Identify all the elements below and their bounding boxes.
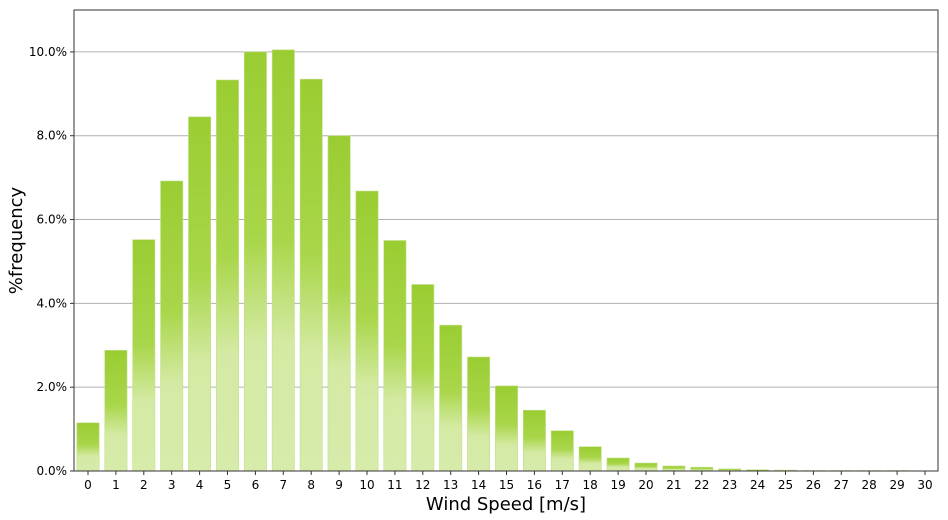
y-tick-label: 2.0%: [37, 380, 68, 394]
x-tick-label: 7: [279, 478, 287, 492]
x-tick-label: 8: [307, 478, 315, 492]
bar-20: [634, 462, 658, 472]
x-tick-label: 26: [806, 478, 821, 492]
bar-19: [606, 457, 630, 472]
bar-6: [243, 51, 267, 472]
x-tick-label: 20: [638, 478, 653, 492]
y-tick-label: 4.0%: [37, 296, 68, 310]
bar-9: [327, 135, 351, 472]
bar-15: [495, 385, 518, 472]
x-tick-label: 5: [224, 478, 232, 492]
y-tick-label: 8.0%: [37, 129, 68, 143]
x-axis-title: Wind Speed [m/s]: [426, 494, 586, 515]
x-tick-label: 30: [917, 478, 932, 492]
y-axis-ticks: 0.0% 2.0% 4.0% 6.0% 8.0% 10.0%: [29, 45, 74, 478]
bar-5: [216, 79, 239, 472]
x-tick-label: 19: [610, 478, 625, 492]
x-tick-label: 22: [694, 478, 709, 492]
bar-18: [578, 446, 602, 472]
bar-10: [355, 190, 379, 472]
x-tick-label: 28: [862, 478, 877, 492]
bar-17: [550, 430, 574, 472]
x-tick-label: 16: [527, 478, 542, 492]
y-tick-label: 6.0%: [37, 213, 68, 227]
x-tick-label: 24: [750, 478, 765, 492]
bar-22: [690, 466, 714, 472]
x-tick-label: 14: [471, 478, 486, 492]
bar-8: [299, 78, 323, 472]
x-tick-label: 9: [335, 478, 343, 492]
x-tick-label: 6: [252, 478, 260, 492]
x-tick-label: 25: [778, 478, 793, 492]
bar-12: [411, 284, 435, 472]
y-tick-label: 10.0%: [29, 45, 67, 59]
bar-4: [188, 116, 212, 472]
x-axis-ticks: 0 1 2 3 4 5 6 7 8 9 10 11 12 13 14 15 16 17 18 19 20 21 22 23 24…: [84, 471, 933, 492]
x-tick-label: 0: [84, 478, 92, 492]
x-tick-label: 2: [140, 478, 148, 492]
bar-16: [522, 409, 546, 472]
bars: [76, 49, 909, 472]
bar-3: [160, 180, 184, 472]
x-tick-label: 18: [583, 478, 598, 492]
x-tick-label: 1: [112, 478, 120, 492]
bar-0: [76, 422, 100, 472]
x-tick-label: 11: [387, 478, 402, 492]
x-tick-label: 17: [555, 478, 570, 492]
bar-13: [439, 324, 463, 472]
y-tick-label: 0.0%: [37, 464, 68, 478]
x-tick-label: 13: [443, 478, 458, 492]
bar-14: [467, 356, 491, 472]
bar-11: [383, 240, 407, 472]
x-tick-label: 29: [889, 478, 904, 492]
x-tick-label: 27: [834, 478, 849, 492]
bar-7: [271, 49, 295, 472]
x-tick-label: 21: [666, 478, 681, 492]
x-tick-label: 3: [168, 478, 176, 492]
x-tick-label: 4: [196, 478, 204, 492]
bar-2: [132, 239, 156, 472]
x-tick-label: 10: [359, 478, 374, 492]
x-tick-label: 15: [499, 478, 514, 492]
y-axis-title: %frequency: [6, 186, 27, 294]
bar-1: [104, 350, 128, 472]
x-tick-label: 12: [415, 478, 430, 492]
bar-21: [662, 465, 686, 472]
x-tick-label: 23: [722, 478, 737, 492]
